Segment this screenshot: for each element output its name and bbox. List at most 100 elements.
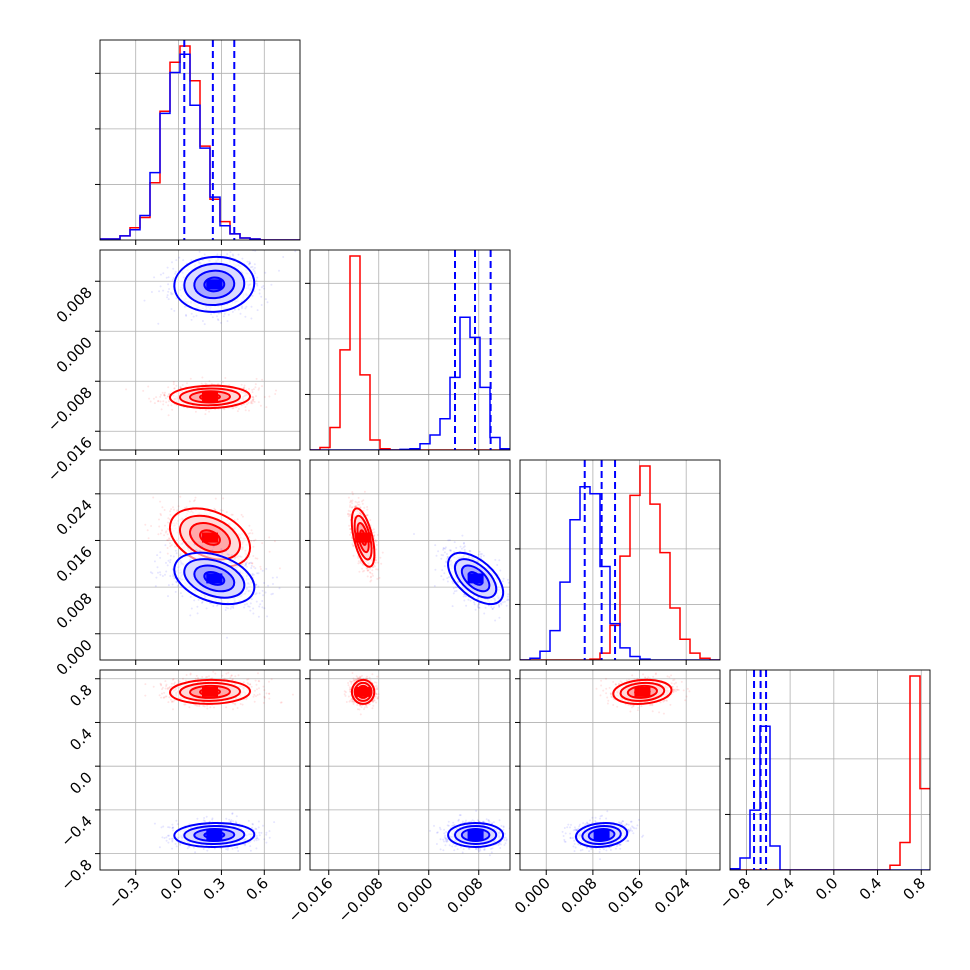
red-scatter-point: [644, 677, 647, 679]
red-scatter-point: [247, 401, 250, 404]
red-scatter-point: [376, 568, 379, 571]
red-scatter-point: [358, 704, 361, 707]
red-scatter-point: [205, 676, 207, 679]
red-scatter-point: [164, 695, 167, 698]
red-scatter-point: [371, 572, 374, 575]
red-scatter-point: [173, 683, 176, 685]
red-scatter-point: [162, 400, 165, 403]
red-scatter-point: [250, 685, 253, 688]
red-scatter-point: [355, 678, 358, 681]
red-scatter-point: [251, 532, 254, 535]
red-scatter-point: [659, 701, 662, 704]
red-scatter-point: [246, 403, 248, 406]
red-scatter-point: [173, 387, 176, 390]
red-scatter-point: [268, 692, 271, 695]
red-scatter-point: [374, 685, 377, 688]
red-scatter-point: [263, 695, 266, 698]
red-scatter-point: [170, 544, 173, 547]
red-scatter-point: [268, 680, 270, 683]
red-scatter-point: [363, 706, 366, 709]
red-density-peak: [202, 686, 218, 697]
red-scatter-point: [153, 402, 156, 405]
red-scatter-point: [174, 545, 176, 548]
red-scatter-point: [173, 699, 176, 701]
red-scatter-point: [235, 405, 238, 408]
red-scatter-point: [184, 679, 187, 682]
red-scatter-point: [195, 674, 198, 677]
red-scatter-point: [232, 708, 234, 711]
red-scatter-point: [371, 673, 374, 676]
red-scatter-point: [278, 567, 281, 570]
red-panel-3-0: [144, 670, 294, 711]
red-scatter-point: [343, 693, 346, 696]
red-scatter-point: [169, 698, 172, 701]
red-scatter-point: [234, 703, 237, 706]
red-scatter-point: [352, 700, 355, 703]
red-scatter-point: [203, 705, 206, 708]
red-scatter-point: [651, 704, 654, 707]
red-scatter-point: [250, 529, 253, 532]
red-scatter-point: [363, 708, 365, 711]
red-scatter-point: [200, 382, 203, 385]
red-scatter-point: [158, 525, 161, 528]
red-scatter-point: [376, 697, 379, 700]
red-scatter-point: [243, 387, 246, 390]
red-scatter-point: [366, 677, 368, 680]
red-scatter-point: [231, 407, 234, 410]
red-scatter-point: [232, 702, 235, 705]
red-scatter-point: [291, 693, 294, 696]
red-scatter-point: [231, 513, 234, 516]
red-scatter-point: [258, 693, 261, 696]
red-scatter-point: [249, 683, 252, 686]
red-scatter-point: [352, 702, 355, 705]
red-scatter-point: [371, 569, 374, 572]
red-scatter-point: [158, 694, 161, 697]
red-scatter-point: [162, 403, 165, 406]
red-scatter-point: [185, 674, 188, 676]
red-scatter-point: [159, 512, 162, 515]
red-scatter-point: [172, 506, 174, 509]
red-scatter-point: [241, 563, 244, 566]
red-scatter-point: [369, 567, 371, 570]
red-scatter-point: [184, 703, 187, 706]
red-scatter-point: [358, 677, 361, 680]
red-scatter-point: [255, 695, 257, 698]
red-scatter-point: [193, 499, 196, 502]
red-scatter-point: [351, 493, 354, 496]
red-scatter-point: [373, 531, 376, 534]
red-scatter-point: [232, 407, 235, 409]
red-scatter-point: [268, 692, 271, 695]
red-density-peak: [355, 686, 372, 697]
red-scatter-point: [252, 396, 255, 399]
red-scatter-point: [170, 682, 173, 685]
red-scatter-point: [348, 528, 351, 530]
red-panel-3-1: [343, 672, 380, 716]
red-scatter-point: [368, 571, 371, 574]
red-scatter-point: [361, 567, 364, 570]
red-scatter-point: [185, 506, 188, 509]
red-scatter-point: [348, 513, 351, 516]
red-scatter-point: [600, 679, 603, 682]
red-scatter-point: [347, 682, 350, 684]
red-scatter-point: [605, 677, 607, 680]
red-scatter-point: [354, 678, 357, 681]
red-density-peak: [202, 391, 218, 402]
red-scatter-point: [217, 383, 220, 386]
red-scatter-point: [208, 675, 210, 678]
red-scatter-point: [673, 689, 676, 692]
red-scatter-point: [231, 678, 234, 681]
red-scatter-point: [348, 688, 351, 691]
red-scatter-point: [268, 697, 271, 700]
red-scatter-point: [344, 694, 347, 697]
red-scatter-point: [160, 408, 163, 411]
red-scatter-point: [166, 395, 169, 398]
red-scatter-point: [259, 568, 262, 570]
red-scatter-point: [374, 565, 376, 568]
red-scatter-point: [230, 513, 233, 516]
red-scatter-point: [186, 382, 188, 385]
red-scatter-point: [356, 704, 359, 706]
red-scatter-point: [194, 704, 197, 707]
red-scatter-point: [261, 378, 264, 381]
red-scatter-point: [636, 709, 639, 712]
red-scatter-point: [376, 534, 379, 536]
